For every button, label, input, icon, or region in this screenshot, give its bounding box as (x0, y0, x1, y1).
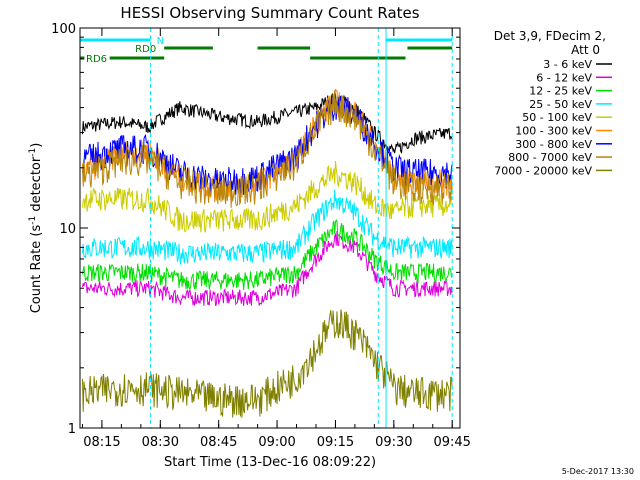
x-tick-label-5: 09:15 (317, 435, 354, 450)
series-line-2 (82, 230, 453, 307)
legend-header-line-1: Det 3,9, FDecim 2, (494, 29, 606, 43)
legend-header-line-2: Att 0 (571, 43, 600, 57)
legend-label-1: 3 - 6 keV (543, 58, 592, 71)
y-axis-label-mid: detector (29, 156, 44, 216)
series-line-3 (82, 218, 453, 291)
legend-label-8: 800 - 7000 keV (508, 151, 592, 164)
x-tick-label-4: 09:00 (258, 435, 295, 450)
series-line-5 (82, 160, 453, 233)
series-line-8 (82, 90, 453, 208)
x-tick-label-6: 09:30 (375, 435, 412, 450)
legend-label-5: 50 - 100 keV (522, 111, 592, 124)
series-line-1 (82, 91, 453, 154)
y-axis-label-sup1: -1 (28, 216, 38, 225)
y-tick-label-2: 10 (59, 222, 76, 237)
timestamp-label: 5-Dec-2017 13:30 (562, 467, 634, 476)
x-tick-label-3: 08:45 (200, 435, 237, 450)
y-axis-label-end: ) (29, 143, 44, 148)
flag-label-n: N (157, 36, 164, 47)
chart-title: HESSI Observing Summary Count Rates (120, 4, 419, 22)
y-axis-label-main: Count Rate (s (29, 225, 44, 314)
y-axis: 1 10 100 (51, 22, 460, 437)
legend-label-9: 7000 - 20000 keV (494, 164, 592, 177)
legend-label-3: 12 - 25 keV (529, 85, 592, 98)
flag-label-rd6: RD6 (86, 54, 107, 65)
flag-label-rd0: RD0 (135, 44, 156, 55)
y-axis-label: Count Rate (s-1 detector-1) (28, 143, 44, 314)
series-layer (82, 88, 453, 418)
y-tick-label-1: 1 (68, 422, 76, 437)
x-tick-label-7: 09:45 (433, 435, 470, 450)
x-axis: 08:15 08:30 08:45 09:00 09:15 09:30 09:45 (81, 28, 471, 450)
legend-label-2: 6 - 12 keV (536, 71, 592, 84)
x-tick-label-2: 08:30 (142, 435, 179, 450)
legend-label-4: 25 - 50 keV (529, 98, 592, 111)
series-line-7 (82, 95, 453, 195)
series-line-9 (82, 309, 453, 418)
legend-label-6: 100 - 300 keV (515, 125, 592, 138)
y-axis-label-sup2: -1 (28, 148, 38, 157)
legend-label-7: 300 - 800 keV (515, 138, 592, 151)
x-tick-label-1: 08:15 (83, 435, 120, 450)
y-tick-label-3: 100 (51, 22, 76, 37)
x-axis-label: Start Time (13-Dec-16 08:09:22) (164, 455, 376, 470)
series-line-4 (82, 189, 453, 265)
